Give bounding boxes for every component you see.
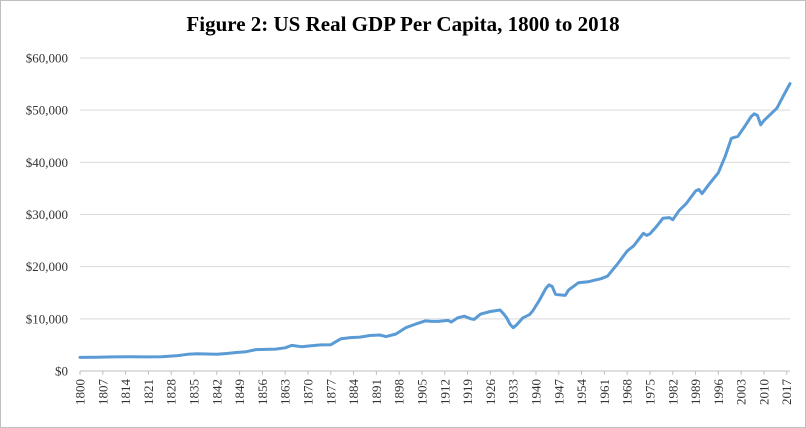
x-tick-label: 1919 (460, 379, 475, 405)
y-tick-label: $30,000 (26, 207, 68, 222)
x-tick-label: 2017 (779, 379, 794, 406)
y-tick-label: $50,000 (26, 103, 68, 118)
x-tick-label: 1856 (255, 379, 270, 406)
x-tick-label: 1912 (437, 379, 452, 405)
series-group (78, 82, 792, 359)
x-tick-label: 1828 (164, 379, 179, 405)
x-tick-label: 1814 (118, 379, 133, 406)
x-tick-label: 1954 (574, 379, 589, 406)
x-tick-label: 1968 (620, 379, 635, 405)
x-tick-label: 1898 (392, 379, 407, 405)
x-tick-label: 1947 (551, 379, 566, 406)
chart-title: Figure 2: US Real GDP Per Capita, 1800 t… (186, 12, 620, 36)
x-tick-label: 1926 (483, 378, 498, 405)
x-tick-label: 1982 (665, 379, 680, 405)
y-axis-ticks: $0 $10,000 $20,000 $30,000 $40,000 $50,000 $60… (26, 51, 68, 379)
series-line (78, 82, 792, 359)
x-tick-label: 1821 (141, 379, 156, 405)
x-tick-label: 2010 (756, 379, 771, 405)
x-tick-label: 1863 (278, 379, 293, 405)
x-tick-label: 1835 (186, 379, 201, 405)
gridlines (80, 57, 790, 372)
x-tick-label: 1905 (414, 379, 429, 405)
x-tick-label: 1891 (369, 379, 384, 405)
x-tick-label: 1961 (597, 379, 612, 405)
x-tick-label: 2003 (734, 379, 749, 405)
x-tick-label: 1975 (642, 379, 657, 405)
x-tick-label: 1884 (346, 379, 361, 406)
x-tick-label: 1849 (232, 379, 247, 405)
y-tick-label: $10,000 (26, 311, 68, 326)
x-axis-ticks: 1800 1807 1814 1821 1828 1835 1842 1849 1856 1863… (73, 371, 794, 406)
x-tick-label: 1807 (95, 379, 110, 406)
x-tick-label: 1933 (506, 379, 521, 405)
x-tick-label: 1877 (323, 379, 338, 406)
x-tick-label: 1989 (688, 379, 703, 405)
x-tick-label: 1996 (711, 379, 726, 406)
x-tick-label: 1842 (209, 379, 224, 405)
x-tick-label: 1870 (300, 379, 315, 405)
y-tick-label: $40,000 (26, 155, 68, 170)
x-tick-label: 1940 (528, 379, 543, 405)
y-tick-label: $20,000 (26, 259, 68, 274)
y-tick-label: $0 (55, 364, 68, 379)
x-tick-label: 1800 (73, 379, 88, 405)
y-tick-label: $60,000 (26, 51, 68, 66)
